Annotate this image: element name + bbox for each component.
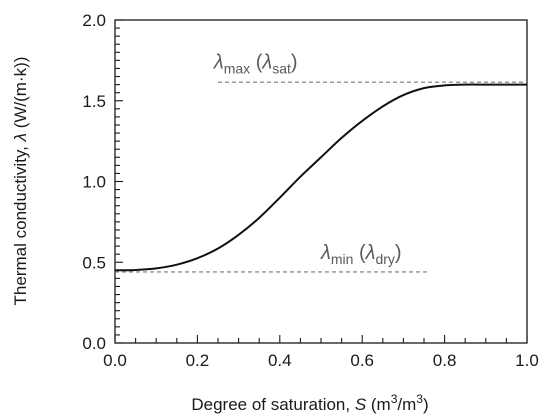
annotations: λmax (λsat) λmin (λdry) [213,51,402,267]
series-line-0 [114,83,527,272]
x-tick-label: 1.0 [515,351,539,370]
x-tick-label: 0.0 [103,351,127,370]
ticks [114,19,528,344]
axes [114,19,528,344]
y-tick-label: 2.0 [82,11,106,30]
x-tick-label: 0.8 [433,351,457,370]
y-tick-label: 0.0 [82,334,106,353]
y-tick-label: 0.5 [82,253,106,272]
annotation-max: λmax (λsat) [213,51,298,76]
y-tick-label: 1.0 [82,173,106,192]
annotation-min: λmin (λdry) [320,242,402,267]
tick-labels: 0.0 0.2 0.4 0.6 0.8 1.0 0.0 0.5 1.0 1.5 2.0 [82,11,538,370]
y-tick-label: 1.5 [82,92,106,111]
reference-lines [115,81,527,273]
x-axis-label: Degree of saturation, S (m3/m3) [191,392,428,414]
series [114,83,527,272]
x-tick-label: 0.4 [268,351,292,370]
y-axis-label: Thermal conductivity, λ (W/(m·k)) [11,57,30,306]
plot-frame [114,19,528,344]
x-tick-label: 0.6 [350,351,374,370]
x-tick-label: 0.2 [186,351,210,370]
